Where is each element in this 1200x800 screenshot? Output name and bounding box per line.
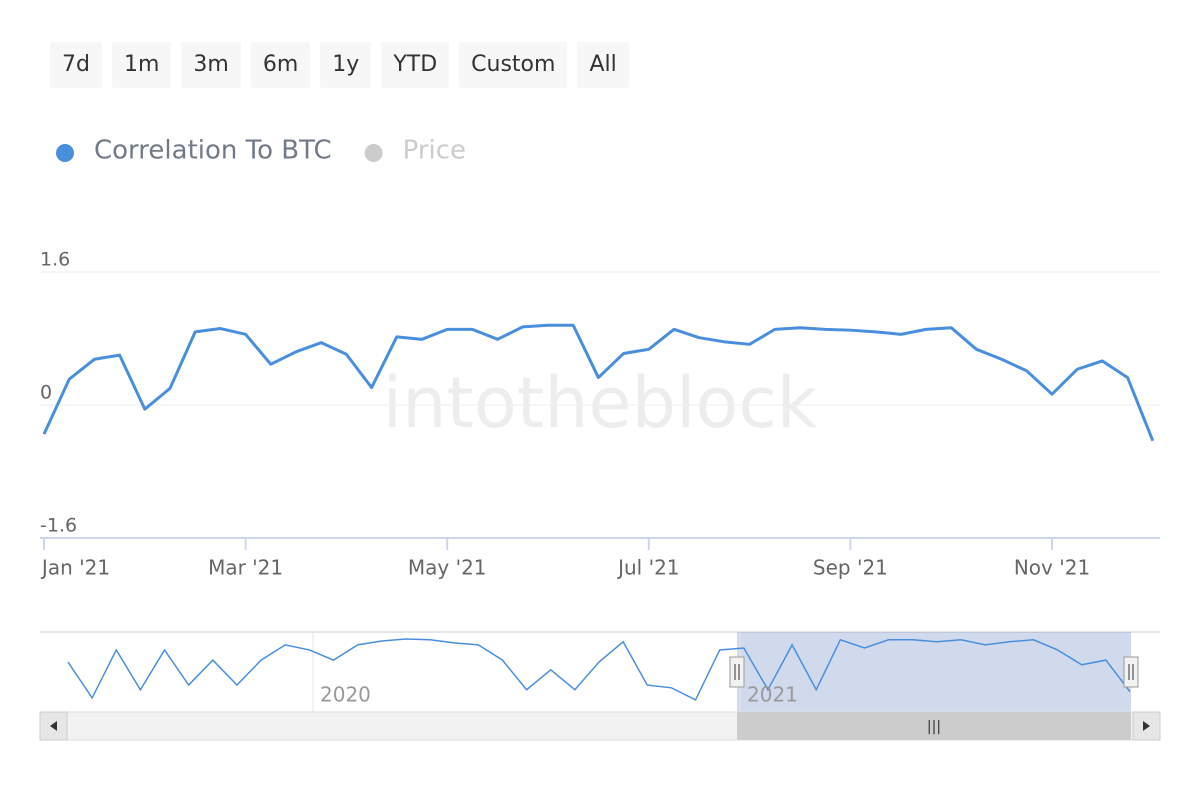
y-tick-label: 0 [40,382,52,404]
scrollbar-thumb[interactable] [737,712,1131,740]
navigator-line [67,638,1131,701]
navigator-handle[interactable] [1123,656,1139,688]
range-button[interactable]: 3m [181,42,241,88]
range-button[interactable]: 7d [50,42,102,88]
navigator-label: 2021 [747,683,798,707]
legend-marker[interactable] [364,144,383,162]
legend-marker[interactable] [56,144,74,162]
range-button[interactable]: 6m [250,42,311,88]
x-tick-label: May '21 [408,556,487,580]
arrow [50,721,57,731]
x-tick-label: Nov '21 [1014,556,1090,580]
range-button[interactable]: 1y [320,42,372,88]
arrow [1143,721,1150,731]
y-tick-label: -1.6 [40,515,77,537]
x-tick-label: Jan '21 [40,556,110,580]
navigator-label: 2020 [320,683,371,707]
range-button[interactable]: All [577,42,629,88]
range-button[interactable]: 1m [111,42,172,88]
legend-label[interactable]: Price [403,136,466,166]
navigator-handle[interactable] [729,656,745,688]
range-button[interactable]: YTD [381,42,450,88]
x-tick-label: Sep '21 [813,556,888,580]
range-selector: 7d 1m 3m 6m 1y YTD Custom All [50,42,629,88]
y-tick-label: 1.6 [40,249,70,271]
legend-label[interactable]: Correlation To BTC [94,136,332,166]
navigator-selection[interactable] [737,632,1131,712]
series-line [42,323,1155,442]
x-tick-label: Mar '21 [208,556,283,580]
scrollbar-grip: ||| [927,719,941,735]
x-tick-label: Jul '21 [616,556,679,580]
range-button[interactable]: Custom [459,42,568,88]
